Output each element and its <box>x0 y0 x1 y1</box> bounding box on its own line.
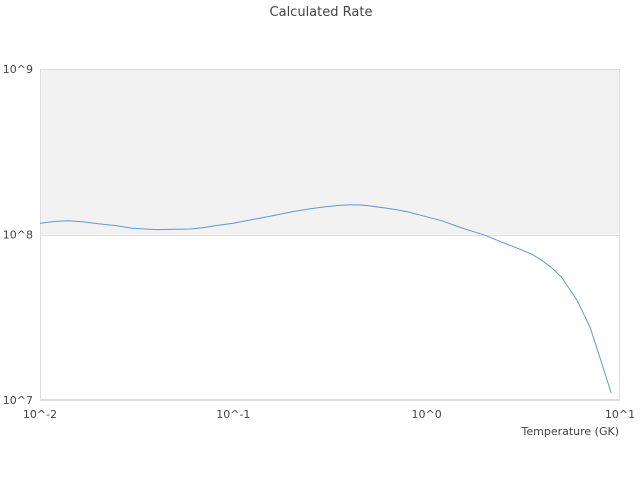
x-axis-label: Temperature (GK) <box>521 425 620 438</box>
x-tick-label: 10^1 <box>605 408 635 421</box>
x-tick-label: 10^0 <box>412 408 442 421</box>
y-tick-label: 10^8 <box>3 229 33 242</box>
y-tick-label: 10^9 <box>3 63 33 76</box>
x-tick-label: 10^-2 <box>23 408 57 421</box>
y-tick-label: 10^7 <box>3 394 33 407</box>
plot-band <box>40 69 620 235</box>
series-line <box>39 204 612 394</box>
chart-title: Calculated Rate <box>270 5 373 20</box>
x-tick-label: 10^-1 <box>216 408 250 421</box>
plot-band <box>40 234 620 400</box>
